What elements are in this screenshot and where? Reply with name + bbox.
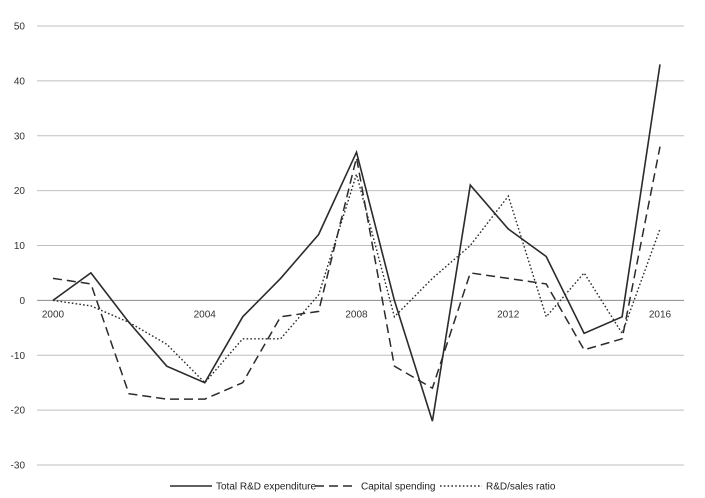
y-tick-label: 30 [14, 131, 26, 142]
series-line-dotted [52, 171, 661, 384]
x-tick-label: 2008 [345, 309, 368, 320]
y-tick-label: 10 [14, 241, 26, 252]
x-tick-label: 2000 [42, 309, 65, 320]
y-axis-tick-labels: 50 40 30 20 10 0 -10 -20 -30 [11, 22, 26, 472]
y-tick-label: -30 [11, 461, 26, 472]
legend-label: R&D/sales ratio [486, 482, 556, 493]
y-tick-label: 0 [19, 296, 25, 307]
series-lines [52, 64, 661, 422]
series-line-solid [52, 64, 661, 422]
x-tick-label: 2004 [194, 309, 217, 320]
grid-lines [37, 25, 684, 466]
x-axis-tick-labels: 2000 2004 2008 2012 2016 [42, 309, 672, 320]
legend-label: Total R&D expenditure [216, 482, 316, 493]
y-tick-label: -10 [11, 351, 26, 362]
legend-label: Capital spending [361, 482, 436, 493]
series-line-dashed [52, 146, 661, 400]
y-tick-label: 50 [14, 22, 26, 33]
x-tick-label: 2016 [649, 309, 672, 320]
y-tick-label: -20 [11, 406, 26, 417]
x-tick-label: 2012 [497, 309, 520, 320]
y-tick-label: 20 [14, 186, 26, 197]
legend: Total R&D expenditure Capital spending R&D… [170, 482, 556, 493]
y-tick-label: 40 [14, 76, 26, 87]
